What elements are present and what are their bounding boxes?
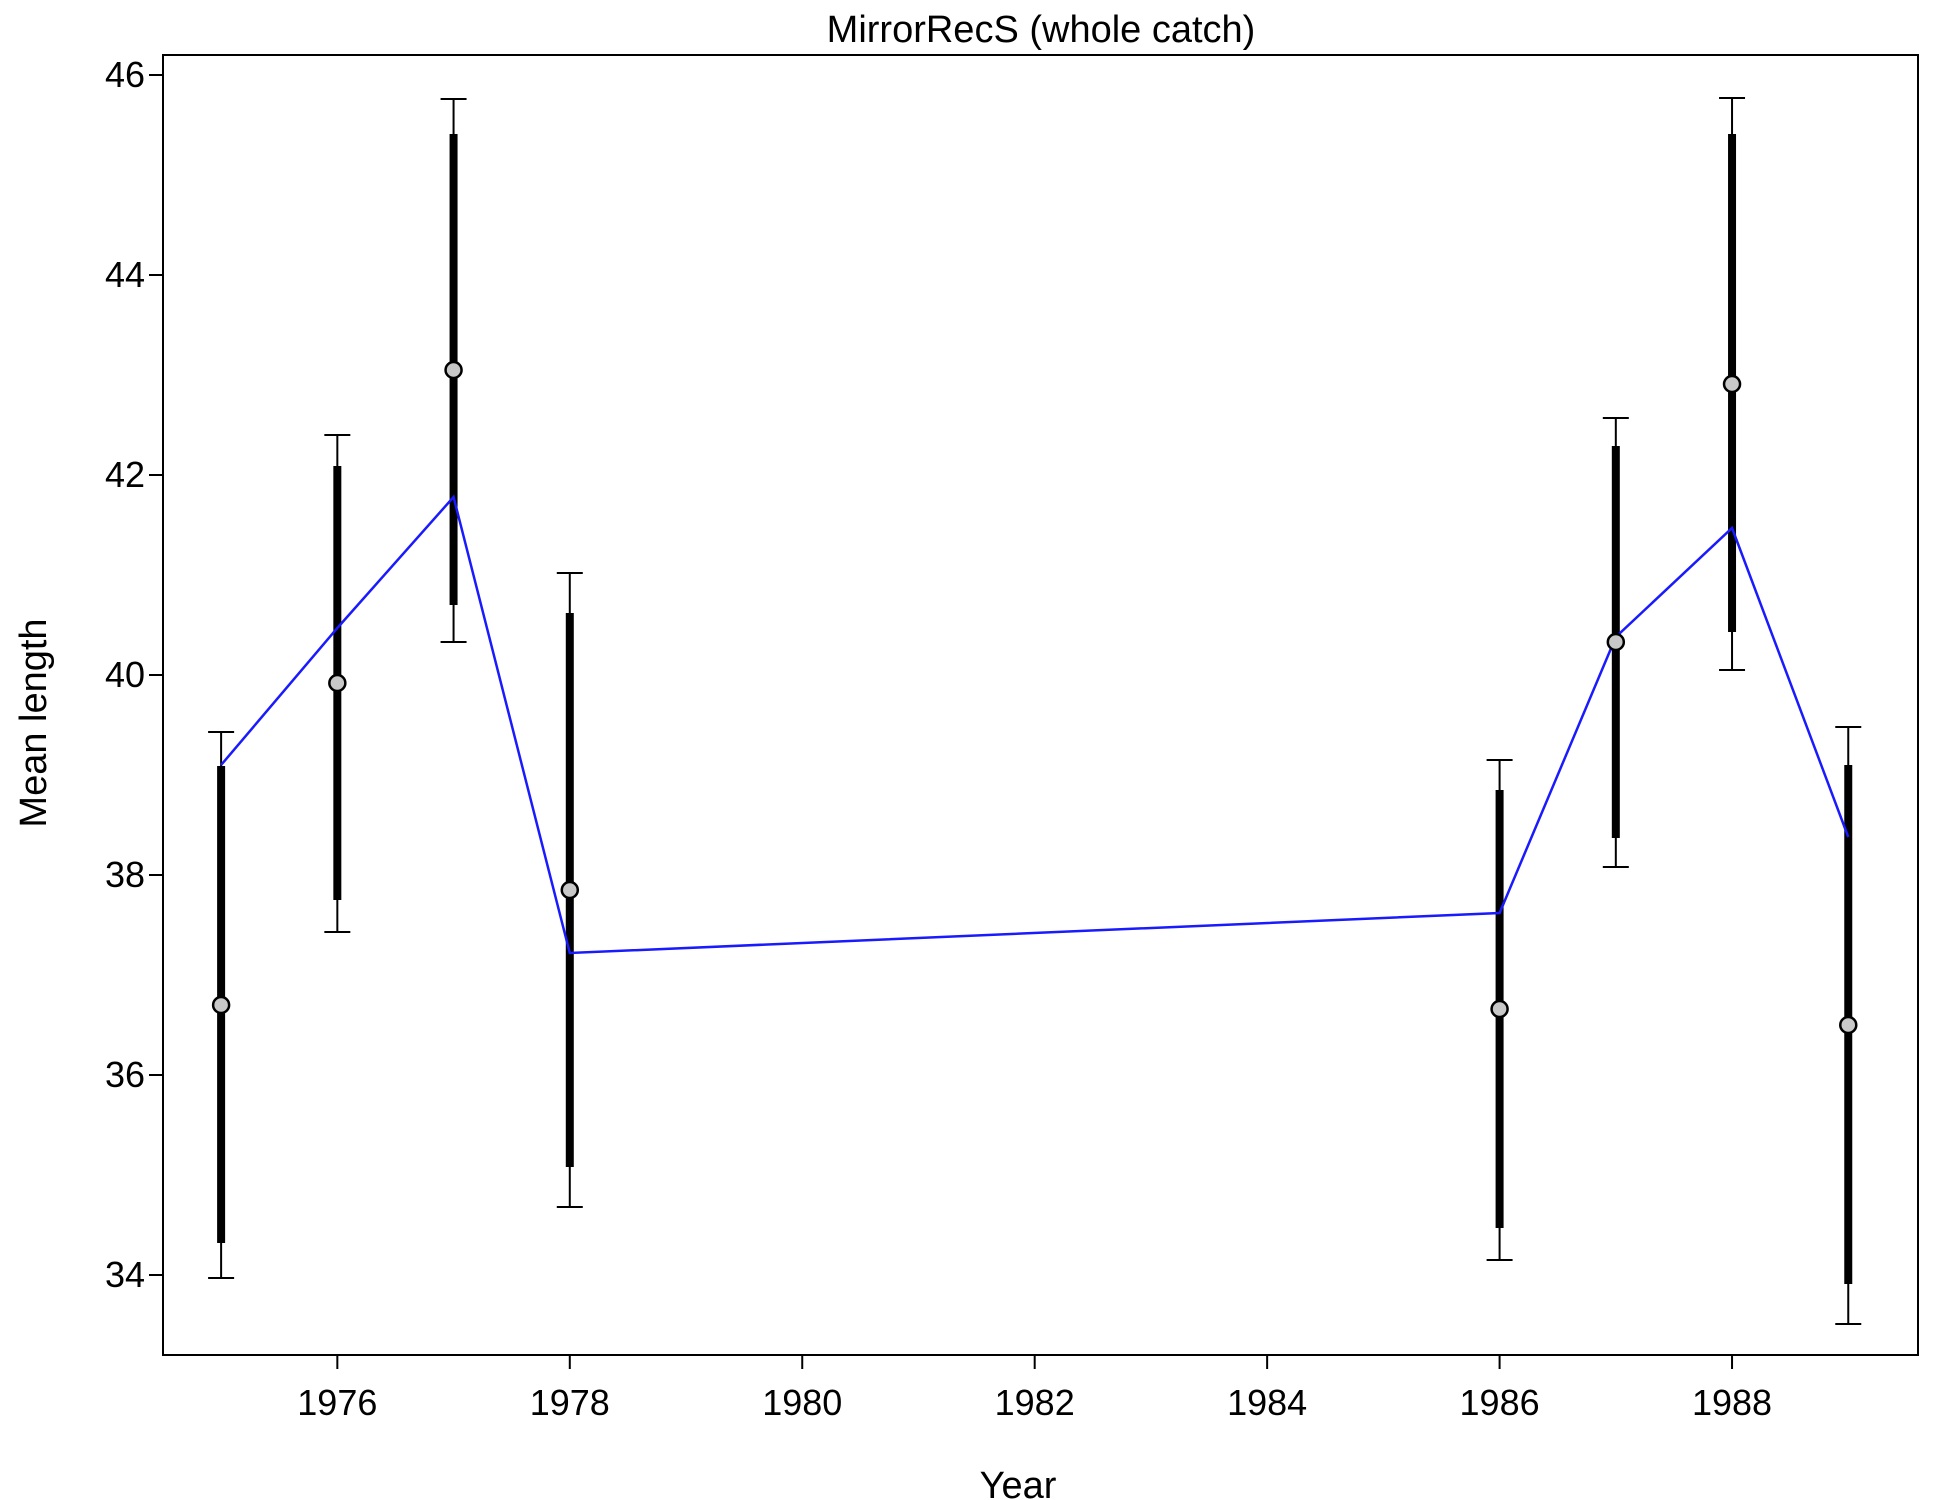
y-tick-label: 46 [105, 54, 145, 95]
observed-point-1988 [1722, 374, 1742, 394]
observed-points [211, 360, 1858, 1035]
chart-title: MirrorRecS (whole catch) [827, 9, 1256, 51]
y-tick-label: 40 [105, 654, 145, 695]
observed-point-1989 [1839, 1015, 1858, 1035]
observed-point-1976 [328, 673, 347, 693]
observed-point-1978 [560, 880, 580, 900]
x-tick-label: 1976 [297, 1382, 377, 1423]
y-tick-label: 36 [105, 1054, 145, 1095]
x-tick-label: 1978 [530, 1382, 610, 1423]
observed-point-1977 [444, 360, 463, 380]
x-tick-label: 1982 [995, 1382, 1075, 1423]
x-tick-label: 1986 [1460, 1382, 1540, 1423]
y-axis: 34 36 38 40 42 44 46 [105, 54, 163, 1295]
observed-point-1987 [1606, 632, 1626, 652]
x-tick-label: 1984 [1227, 1382, 1307, 1423]
x-axis-title: Year [980, 1465, 1057, 1500]
y-tick-label: 38 [105, 854, 145, 895]
x-tick-label: 1988 [1692, 1382, 1772, 1423]
y-tick-label: 42 [105, 454, 145, 495]
x-axis: 1976 1978 1980 1982 1984 1986 1988 [297, 1355, 1772, 1423]
y-axis-title: Mean length [13, 618, 55, 827]
observed-point-1986 [1490, 999, 1509, 1019]
expected-line-series [220, 494, 1850, 955]
x-tick-label: 1980 [762, 1382, 842, 1423]
plot-frame [162, 54, 1919, 1356]
observed-point-1975 [211, 995, 231, 1015]
error-bars [208, 97, 1862, 1325]
y-tick-label: 34 [105, 1254, 145, 1295]
y-tick-label: 44 [105, 254, 145, 295]
